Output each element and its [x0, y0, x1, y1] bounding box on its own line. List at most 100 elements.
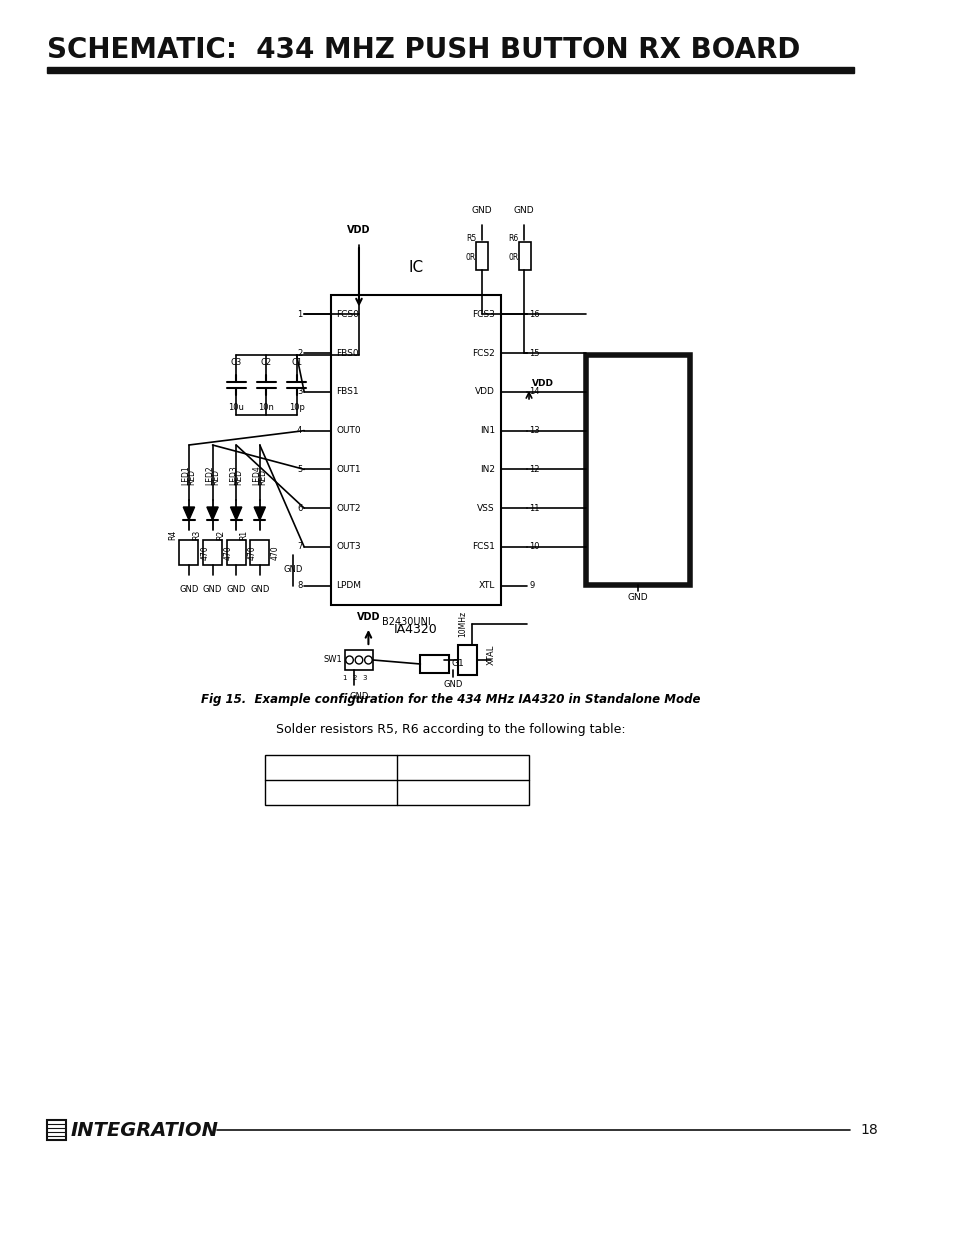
Text: 14: 14 [529, 388, 539, 396]
Bar [420, 655, 448, 673]
Bar [518, 242, 531, 270]
Text: R6: R6 [508, 233, 518, 243]
Text: GND: GND [514, 206, 534, 215]
Bar [203, 540, 222, 564]
Bar [227, 540, 245, 564]
Text: VDD: VDD [347, 225, 371, 235]
Text: 2: 2 [352, 676, 356, 680]
Text: 10MHz: 10MHz [457, 611, 467, 637]
Text: FBS0: FBS0 [336, 348, 358, 358]
Text: IN2: IN2 [479, 464, 495, 474]
Text: SW1: SW1 [323, 656, 341, 664]
Text: 11: 11 [529, 504, 539, 513]
Text: C1: C1 [291, 358, 302, 367]
Text: IC: IC [408, 261, 423, 275]
Text: R4: R4 [169, 530, 177, 540]
Bar [48, 1120, 66, 1140]
Bar [179, 540, 198, 564]
Text: VSS: VSS [476, 504, 495, 513]
Text: RED: RED [258, 469, 267, 485]
Text: RED: RED [187, 469, 196, 485]
Text: C2: C2 [260, 358, 272, 367]
Text: 1: 1 [341, 676, 346, 680]
Text: 13: 13 [529, 426, 539, 435]
Text: VDD: VDD [356, 613, 380, 622]
Text: INTEGRATION: INTEGRATION [71, 1120, 218, 1140]
Bar [476, 242, 488, 270]
Text: 12: 12 [529, 464, 539, 474]
Text: LED4: LED4 [253, 466, 261, 485]
Text: GND: GND [349, 692, 368, 701]
Text: GND: GND [250, 585, 269, 594]
Polygon shape [253, 508, 265, 520]
Polygon shape [207, 508, 218, 520]
Text: FCS1: FCS1 [472, 542, 495, 551]
Text: 8: 8 [296, 582, 302, 590]
Text: 470: 470 [200, 546, 209, 561]
Text: RED: RED [211, 469, 219, 485]
Bar [457, 645, 476, 676]
Text: 16: 16 [529, 310, 539, 319]
Text: GND: GND [226, 585, 246, 594]
Text: B2430UNI: B2430UNI [381, 618, 430, 627]
Text: 470: 470 [247, 546, 256, 561]
Text: GND: GND [471, 206, 492, 215]
Text: R3: R3 [192, 530, 201, 540]
Text: G1: G1 [451, 659, 464, 668]
Text: Solder resistors R5, R6 according to the following table:: Solder resistors R5, R6 according to the… [275, 724, 625, 736]
Text: 9: 9 [529, 582, 534, 590]
Text: 7: 7 [296, 542, 302, 551]
Text: FCS2: FCS2 [472, 348, 495, 358]
Text: GND: GND [627, 593, 647, 601]
Text: FBS1: FBS1 [336, 388, 358, 396]
Text: LPDM: LPDM [336, 582, 361, 590]
Text: GND: GND [203, 585, 222, 594]
Text: R2: R2 [215, 530, 225, 540]
Text: 2: 2 [296, 348, 302, 358]
Text: C3: C3 [231, 358, 241, 367]
Text: OUT1: OUT1 [336, 464, 360, 474]
Text: 10n: 10n [258, 403, 274, 412]
Polygon shape [231, 508, 241, 520]
Text: LED1: LED1 [181, 466, 191, 485]
Text: 470: 470 [224, 546, 233, 561]
Text: 0R: 0R [508, 252, 518, 262]
Polygon shape [183, 508, 194, 520]
Text: XTAL: XTAL [486, 645, 495, 666]
Text: Fig 15.  Example configuration for the 434 MHz IA4320 in Standalone Mode: Fig 15. Example configuration for the 43… [201, 694, 700, 706]
Text: LED2: LED2 [205, 466, 214, 485]
Text: 10: 10 [529, 542, 539, 551]
Text: GND: GND [179, 585, 198, 594]
Text: 4: 4 [296, 426, 302, 435]
Text: 10u: 10u [228, 403, 244, 412]
Text: 15: 15 [529, 348, 539, 358]
Text: R5: R5 [465, 233, 476, 243]
Text: RED: RED [234, 469, 243, 485]
Text: 10p: 10p [289, 403, 304, 412]
Bar [344, 650, 373, 671]
Text: 5: 5 [296, 464, 302, 474]
Text: 18: 18 [860, 1123, 877, 1137]
Text: 3: 3 [296, 388, 302, 396]
Text: LED3: LED3 [229, 466, 237, 485]
Text: XTL: XTL [478, 582, 495, 590]
Text: 0R: 0R [465, 252, 476, 262]
Bar [264, 755, 529, 805]
Text: R1: R1 [239, 530, 248, 540]
Text: FCS3: FCS3 [472, 310, 495, 319]
Text: IA4320: IA4320 [394, 622, 437, 636]
Text: OUT3: OUT3 [336, 542, 360, 551]
Bar [331, 295, 500, 605]
Text: VDD: VDD [475, 388, 495, 396]
Text: 6: 6 [296, 504, 302, 513]
Text: IN1: IN1 [479, 426, 495, 435]
Text: FCS0: FCS0 [336, 310, 359, 319]
Text: OUT0: OUT0 [336, 426, 360, 435]
Text: SCHEMATIC:  434 MHZ PUSH BUTTON RX BOARD: SCHEMATIC: 434 MHZ PUSH BUTTON RX BOARD [48, 36, 800, 64]
Bar [585, 354, 689, 585]
Bar [250, 540, 269, 564]
Text: 1: 1 [296, 310, 302, 319]
Text: 3: 3 [361, 676, 366, 680]
Text: OUT2: OUT2 [336, 504, 360, 513]
Text: GND: GND [443, 680, 462, 689]
